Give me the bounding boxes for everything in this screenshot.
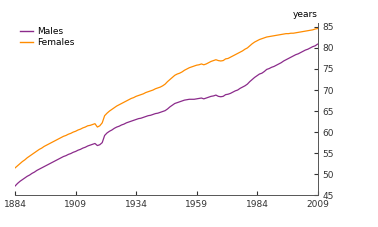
Text: years: years — [293, 10, 318, 19]
Legend: Males, Females: Males, Females — [20, 27, 74, 47]
